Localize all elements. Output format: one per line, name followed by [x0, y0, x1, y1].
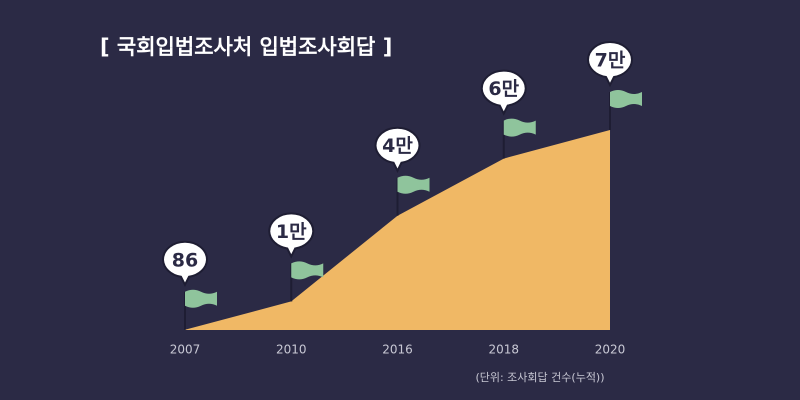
area	[185, 130, 610, 330]
flag	[610, 90, 642, 108]
value-label: 1만	[276, 221, 307, 243]
flag-marker: 1만	[268, 212, 324, 302]
flag	[397, 175, 430, 194]
x-tick-label: 2016	[382, 343, 413, 357]
flag-marker: 86	[161, 240, 217, 330]
bubble	[268, 212, 315, 259]
x-tick-label: 2018	[488, 343, 519, 357]
unit-note: (단위: 조사회답 건수(누적))	[475, 371, 604, 384]
value-label: 86	[172, 249, 198, 271]
flag-marker: 6만	[480, 69, 536, 159]
x-tick-label: 2010	[276, 343, 307, 357]
flag	[291, 261, 324, 280]
flag	[185, 289, 217, 308]
flag-marker: 7만	[586, 41, 642, 130]
bubble	[374, 126, 421, 173]
bubble	[480, 69, 527, 116]
value-label: 6만	[488, 78, 519, 100]
x-tick-label: 2007	[170, 343, 201, 357]
flag-marker: 4만	[374, 126, 430, 216]
x-tick-label: 2020	[595, 343, 626, 357]
flag	[503, 118, 536, 137]
value-label: 4만	[382, 135, 413, 157]
bubble	[586, 41, 634, 88]
bubble	[161, 240, 209, 287]
chart-title: [ 국회입법조사처 입법조사회답 ]	[100, 35, 392, 59]
value-label: 7만	[595, 50, 626, 72]
